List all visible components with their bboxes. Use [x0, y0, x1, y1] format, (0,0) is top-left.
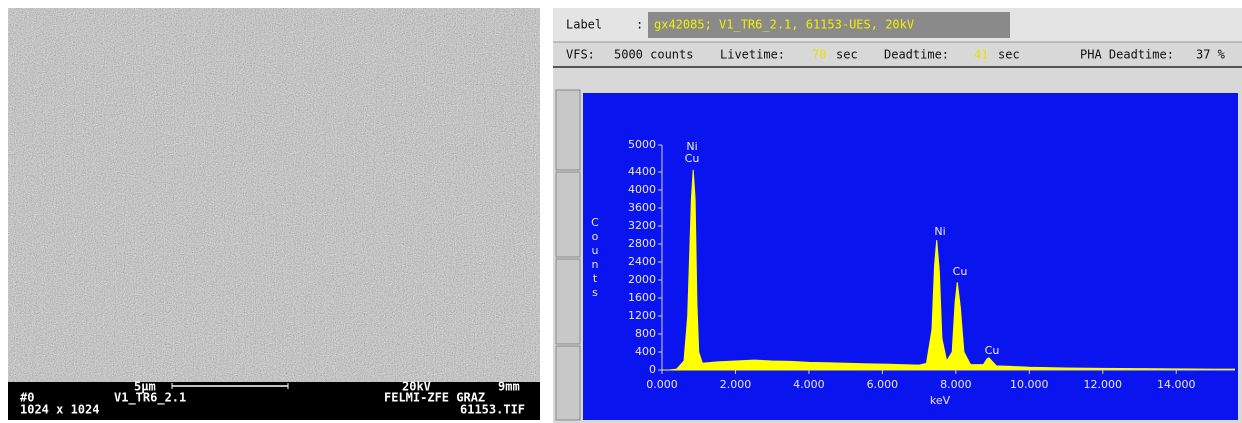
peak-label: Cu	[953, 265, 968, 278]
x-tick-label: 14.000	[1157, 378, 1196, 391]
voltage: 20kV	[402, 380, 431, 394]
spectrum	[661, 169, 1236, 371]
label-caption: Label	[566, 18, 602, 32]
pha-caption: PHA Deadtime:	[1080, 48, 1174, 62]
y-tick-label: 2000	[628, 273, 656, 286]
vfs-value: 5000 counts	[614, 48, 693, 62]
peak-label: Cu	[985, 344, 1000, 357]
sem-panel: 5μm 20kV 9mm #0 V1_TR6_2.1 FELMI-ZFE GRA…	[8, 8, 540, 420]
y-tick-label: 1600	[628, 291, 656, 304]
x-tick-label: 0.000	[646, 378, 678, 391]
plot-area	[583, 93, 1238, 420]
frame: #0	[20, 391, 34, 405]
peak-label: Ni	[934, 225, 945, 238]
label-field[interactable]	[648, 12, 1010, 38]
x-tick-label: 4.000	[793, 378, 825, 391]
y-tick-label: 2400	[628, 255, 656, 268]
lab: FELMI-ZFE GRAZ	[384, 391, 485, 405]
x-tick-label: 8.000	[940, 378, 972, 391]
side-button[interactable]	[555, 171, 581, 258]
deadtime-value: 41	[974, 48, 988, 62]
livetime-caption: Livetime:	[720, 48, 785, 62]
resolution: 1024 x 1024	[20, 403, 99, 417]
sem-info-bar	[8, 382, 540, 420]
y-tick-label: 3200	[628, 219, 656, 232]
vfs-caption: VFS:	[566, 48, 595, 62]
eds-window: Label : gx42085; V1_TR6_2.1, 61153-UES, …	[553, 8, 1242, 423]
sem-image	[8, 8, 540, 382]
side-button[interactable]	[555, 89, 581, 171]
deadtime-caption: Deadtime:	[884, 48, 949, 62]
y-tick-label: 2800	[628, 237, 656, 250]
distance: 9mm	[498, 380, 520, 394]
y-tick-label: 800	[635, 327, 656, 340]
x-tick-label: 2.000	[720, 378, 752, 391]
x-tick-label: 10.000	[1010, 378, 1049, 391]
y-tick-label: 5000	[628, 138, 656, 151]
y-tick-label: 3600	[628, 201, 656, 214]
side-button[interactable]	[555, 345, 581, 421]
y-tick-label: 4000	[628, 183, 656, 196]
scale-label: 5μm	[134, 380, 156, 394]
x-tick-label: 12.000	[1084, 378, 1123, 391]
pha-value: 37 %	[1196, 48, 1226, 62]
livetime-unit: sec	[836, 48, 858, 62]
side-button[interactable]	[555, 258, 581, 345]
y-tick-label: 1200	[628, 309, 656, 322]
deadtime-unit: sec	[998, 48, 1020, 62]
livetime-value: 70	[812, 48, 826, 62]
y-tick-label: 4400	[628, 165, 656, 178]
x-tick-label: 6.000	[867, 378, 899, 391]
x-axis-label: keV	[930, 394, 951, 407]
y-tick-label: 400	[635, 345, 656, 358]
sample-label: V1_TR6_2.1	[114, 391, 186, 406]
label-colon: :	[636, 18, 643, 32]
peak-label: Cu	[685, 152, 700, 165]
label-value: gx42085; V1_TR6_2.1, 61153-UES, 20kV	[654, 18, 914, 32]
peak-label: Ni	[686, 140, 697, 153]
y-axis-label: Counts	[589, 216, 602, 300]
y-tick-label: 0	[649, 363, 656, 376]
file-name: 61153.TIF	[460, 403, 525, 417]
